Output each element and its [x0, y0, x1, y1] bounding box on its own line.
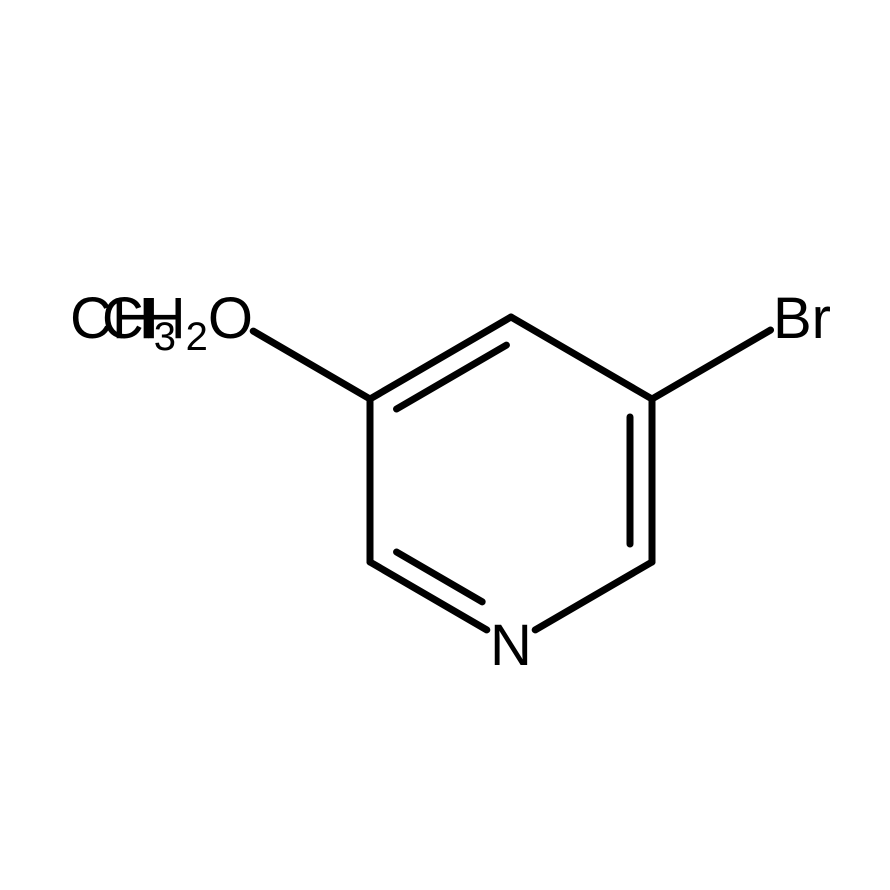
bond-C6-N — [535, 562, 652, 630]
bonds-group — [253, 317, 770, 630]
bond-C3-O — [253, 331, 370, 399]
atom-label-Br: Br — [773, 286, 831, 351]
bond-C4-C5 — [511, 317, 652, 399]
molecule-diagram: NBrCH2OCH3 — [0, 0, 890, 890]
bond-C5-Br — [652, 330, 771, 399]
bond-N-C2-inner — [397, 552, 483, 602]
labels-group: NBrCH2OCH3 — [70, 286, 831, 678]
atom-label-N: N — [490, 613, 532, 678]
